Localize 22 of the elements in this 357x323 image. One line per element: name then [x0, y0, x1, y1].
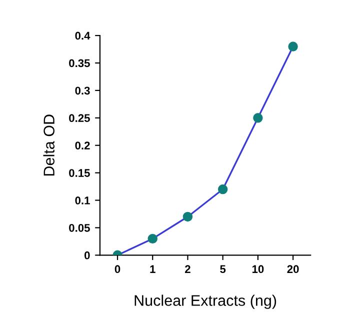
y-tick-label: 0.4: [75, 32, 90, 40]
x-tick-label: 1: [150, 265, 156, 273]
y-tick-label: 0.35: [69, 59, 90, 68]
x-tick-label: 20: [287, 265, 299, 274]
point: [218, 184, 228, 194]
x-axis-title: Nuclear Extracts (ng): [134, 294, 276, 309]
point: [148, 234, 158, 244]
point: [182, 212, 193, 222]
point: [253, 113, 263, 123]
x-tick-label: 0: [114, 265, 120, 274]
x-tick-label: 5: [220, 265, 226, 274]
x-tick-label: 10: [252, 265, 264, 274]
point: [288, 42, 298, 52]
y-tick-label: 0.25: [69, 114, 90, 122]
x-tick-label: 2: [185, 265, 190, 273]
y-tick-label: 0.1: [75, 196, 90, 204]
y-axis-title: Delta OD: [43, 114, 54, 176]
y-tick-label: 0: [84, 251, 90, 260]
y-tick-label: 0.05: [69, 224, 90, 232]
y-tick-label: 0.3: [75, 86, 90, 95]
y-tick-label: 0.15: [69, 169, 90, 177]
y-tick-label: 0.2: [75, 142, 90, 150]
